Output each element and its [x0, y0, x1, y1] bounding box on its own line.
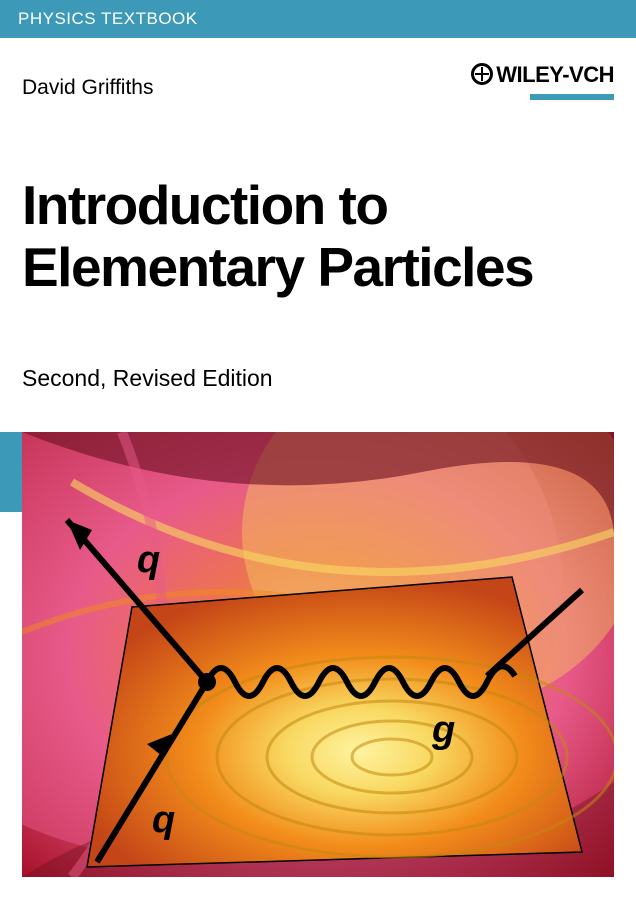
cover-artwork: q q g: [22, 432, 614, 877]
series-label: PHYSICS TEXTBOOK: [18, 9, 198, 29]
quark-out-label: q: [137, 539, 160, 581]
quark-in-label: q: [152, 799, 175, 841]
publisher-name: WILEY-VCH: [496, 62, 614, 87]
title-line-1: Introduction to: [22, 175, 533, 237]
publisher-mark-icon: [471, 63, 493, 85]
title-line-2: Elementary Particles: [22, 237, 533, 299]
book-title: Introduction to Elementary Particles: [22, 175, 533, 298]
series-bar: PHYSICS TEXTBOOK: [0, 0, 636, 38]
publisher-accent-bar: [530, 94, 614, 100]
author-name: David Griffiths: [22, 76, 154, 100]
feynman-diagram: q q g: [22, 432, 614, 877]
publisher-logo: WILEY-VCH: [471, 62, 614, 100]
edition-text: Second, Revised Edition: [22, 365, 273, 392]
gluon-label: g: [431, 709, 455, 751]
left-accent-bar: [0, 432, 22, 512]
